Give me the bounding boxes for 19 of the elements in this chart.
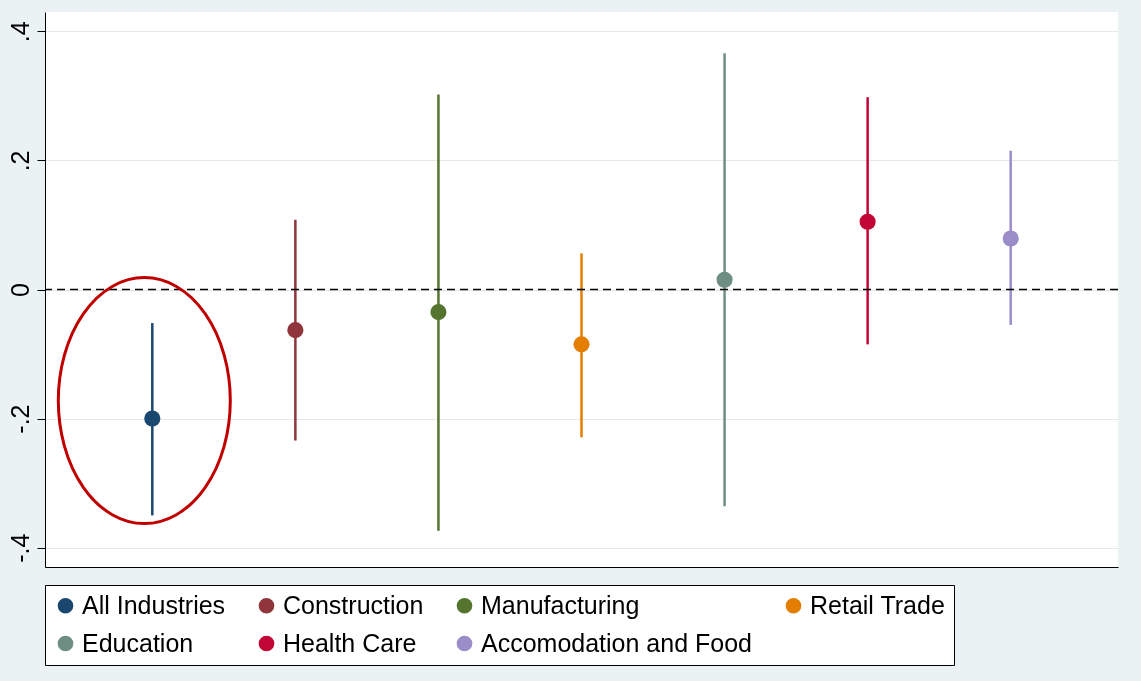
legend-label: Construction (283, 590, 424, 619)
y-tick-label: 0 (5, 283, 34, 297)
point (716, 271, 733, 288)
legend-label: Manufacturing (481, 590, 640, 619)
legend-label: All Industries (82, 590, 226, 619)
y-tick-label: -.4 (5, 533, 34, 563)
y-tick-label: -.2 (5, 404, 34, 434)
legend-label: Retail Trade (810, 590, 945, 619)
y-tick-label: .2 (5, 150, 34, 172)
y-tick-label: .4 (5, 21, 34, 43)
point (287, 322, 304, 339)
point (1002, 230, 1019, 247)
point (144, 410, 161, 427)
legend-label: Accomodation and Food (481, 628, 753, 657)
legend-label: Education (82, 628, 194, 657)
legend-label: Health Care (283, 628, 417, 657)
point (859, 213, 876, 230)
point (430, 304, 447, 321)
point (573, 336, 590, 353)
